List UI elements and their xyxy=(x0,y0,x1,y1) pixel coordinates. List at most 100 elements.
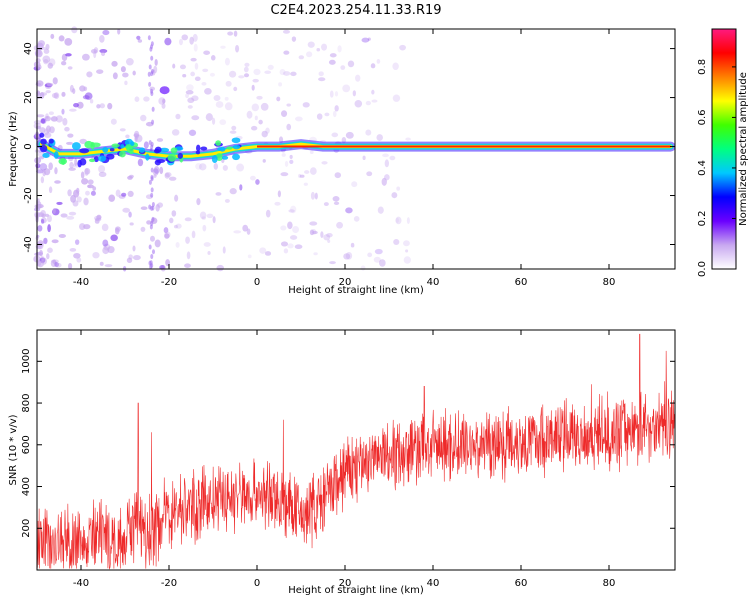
snr-y-tick-label: 800 xyxy=(21,393,32,412)
noise-blob xyxy=(164,172,170,179)
noise-blob xyxy=(50,259,59,264)
noise-blob xyxy=(152,168,159,176)
noise-blob xyxy=(172,63,176,69)
noise-blob xyxy=(40,117,47,125)
noise-blob xyxy=(354,99,363,108)
noise-blob xyxy=(134,96,140,102)
noise-blob xyxy=(261,130,268,138)
noise-blob xyxy=(224,96,229,101)
ridge-cluster xyxy=(79,148,90,154)
noise-blob xyxy=(72,88,76,95)
snr-x-tick-label: -20 xyxy=(161,578,177,589)
ridge-cluster xyxy=(219,146,226,152)
snr-y-label: SNR (10 * v/v) xyxy=(8,414,19,485)
noise-blob xyxy=(194,62,199,70)
noise-blob xyxy=(267,64,274,70)
noise-blob xyxy=(202,224,207,232)
noise-blob xyxy=(199,211,207,220)
noise-blob xyxy=(70,194,77,203)
snr-x-tick-label: 20 xyxy=(339,578,352,589)
noise-blob xyxy=(343,253,351,260)
ridge-cluster xyxy=(90,141,95,150)
noise-blob xyxy=(73,252,81,259)
noise-blob xyxy=(54,167,58,175)
noise-blob xyxy=(38,156,45,160)
noise-blob xyxy=(98,171,107,177)
noise-blob xyxy=(82,95,90,100)
noise-blob xyxy=(334,172,342,179)
noise-blob xyxy=(99,261,104,266)
noise-blob xyxy=(171,210,177,217)
noise-blob xyxy=(254,115,258,121)
noise-blob xyxy=(207,251,211,255)
spectrogram-x-tick-label: -20 xyxy=(161,277,177,288)
noise-blob xyxy=(340,65,346,70)
noise-blob xyxy=(136,35,141,40)
noise-blob xyxy=(175,241,180,248)
noise-blob xyxy=(69,248,77,252)
ridge-cluster xyxy=(145,153,150,161)
noise-streak-blob xyxy=(147,71,151,77)
colorbar-ticks: 0.0 0.2 0.4 0.6 0.8 xyxy=(697,59,736,277)
noise-blob xyxy=(406,217,410,225)
noise-blob xyxy=(174,194,179,202)
noise-blob xyxy=(48,111,54,116)
noise-streak-blob xyxy=(151,205,155,211)
noise-blob xyxy=(244,62,250,67)
noise-blob xyxy=(43,48,50,54)
noise-blob xyxy=(115,189,121,197)
noise-streak-blob xyxy=(150,192,154,198)
noise-blob xyxy=(187,105,193,109)
noise-blob xyxy=(233,230,242,234)
noise-blob xyxy=(69,108,77,112)
noise-blob xyxy=(405,137,411,141)
ridge-cluster xyxy=(119,150,126,158)
noise-blob xyxy=(45,43,50,50)
noise-blob xyxy=(74,239,80,245)
noise-blob xyxy=(381,177,387,186)
noise-blob xyxy=(83,86,88,92)
noise-blob xyxy=(83,224,91,230)
snr-y-tick-label: 600 xyxy=(21,435,32,454)
noise-blob xyxy=(289,159,294,164)
ridge-cluster xyxy=(167,153,177,162)
noise-blob xyxy=(291,36,297,42)
noise-blob xyxy=(333,201,340,205)
noise-blob xyxy=(365,129,372,136)
noise-blob xyxy=(58,233,66,238)
noise-blob xyxy=(107,245,115,254)
noise-blob xyxy=(278,82,283,87)
noise-blob xyxy=(39,127,46,134)
noise-blob xyxy=(395,217,399,223)
noise-blob xyxy=(132,254,141,261)
noise-blob xyxy=(303,182,308,186)
noise-blob xyxy=(196,198,201,206)
noise-blob xyxy=(83,197,89,206)
noise-blob xyxy=(193,43,198,52)
noise-blob xyxy=(64,126,70,132)
ridge-cluster xyxy=(231,137,241,144)
noise-blob xyxy=(391,192,398,199)
noise-blob xyxy=(74,158,78,167)
noise-blob xyxy=(220,45,226,49)
noise-blob xyxy=(219,119,227,126)
noise-blob xyxy=(329,90,334,98)
spectrogram-y-tick-label: 0 xyxy=(23,143,34,149)
noise-blob xyxy=(342,84,351,93)
noise-blob xyxy=(262,159,266,163)
noise-blob xyxy=(42,169,46,177)
noise-blob xyxy=(336,221,344,229)
ridge-cluster xyxy=(170,147,178,154)
noise-blob xyxy=(236,163,245,172)
noise-blob xyxy=(294,244,303,250)
noise-blob xyxy=(159,166,164,175)
noise-blob xyxy=(309,150,314,155)
noise-blob xyxy=(126,257,133,264)
noise-blob xyxy=(316,113,323,120)
colorbar-gradient xyxy=(712,29,736,269)
spectrogram-y-tick-label: 40 xyxy=(23,42,34,55)
noise-streak-blob xyxy=(150,68,154,74)
noise-blob xyxy=(80,171,85,179)
noise-blob xyxy=(323,234,331,241)
